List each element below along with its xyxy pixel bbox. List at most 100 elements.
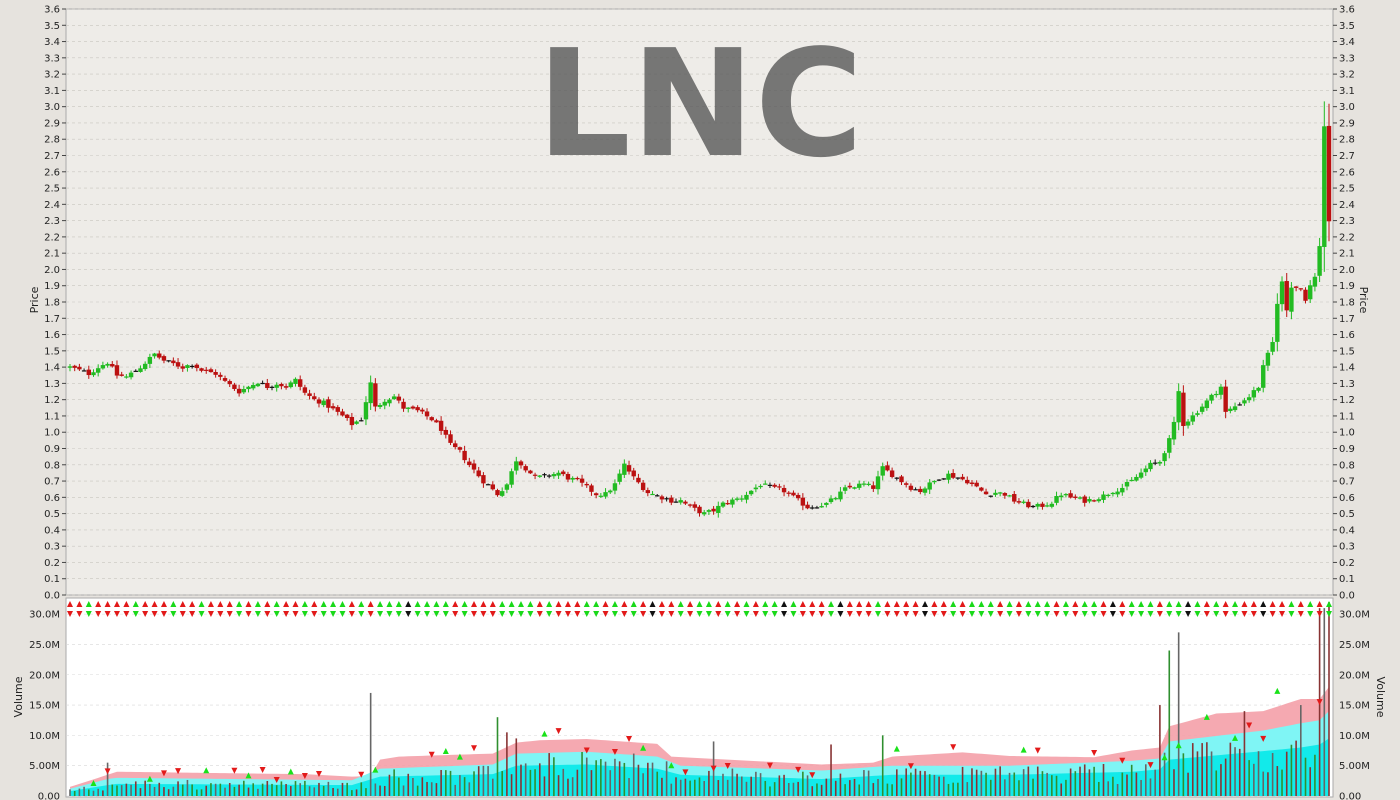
candle-body (1143, 468, 1148, 473)
signal-arrow-up (1156, 601, 1163, 607)
price-tick-label: 1.7 (44, 314, 60, 325)
signal-arrow-down (771, 611, 778, 617)
candle-body (1124, 482, 1130, 487)
price-tick-label: 0.6 (1339, 493, 1355, 504)
signal-arrow-down (687, 611, 694, 617)
candle-body (391, 396, 397, 400)
candle-body (678, 500, 683, 503)
volume-marker (555, 728, 562, 735)
price-tick-label: 0.8 (44, 460, 60, 471)
volume-tick-label: 10.0M (29, 731, 60, 742)
volume-marker (583, 747, 590, 754)
signal-arrow-up (198, 601, 205, 607)
signal-arrow-up (358, 601, 365, 607)
candle-body (810, 507, 815, 509)
candle-body (1068, 493, 1073, 498)
signal-arrow-down (640, 611, 647, 617)
candle-body (434, 420, 439, 423)
candle-body (880, 466, 885, 476)
candle-body (758, 485, 763, 488)
signal-arrow-down (405, 611, 412, 617)
candle-body (791, 492, 796, 496)
candle-body (133, 370, 138, 372)
candle-body (1298, 288, 1304, 290)
candle-body (457, 447, 463, 450)
candle-body (1007, 495, 1012, 497)
price-tick-label: 1.5 (1339, 346, 1355, 357)
signal-arrow-up (884, 601, 891, 607)
signal-arrow-up (104, 601, 111, 607)
signal-arrow-down (424, 611, 431, 617)
price-tick-label: 1.4 (44, 363, 60, 374)
candle-body (889, 470, 895, 477)
signal-arrow-down (95, 611, 102, 617)
signal-arrow-up (85, 601, 92, 607)
candle-body (1279, 281, 1285, 305)
signal-arrow-down (1250, 611, 1257, 617)
signal-arrow-up (245, 601, 252, 607)
price-tick-label: 2.8 (1339, 135, 1355, 146)
signal-arrow-down (546, 611, 553, 617)
candle-body (330, 406, 336, 409)
price-tick-label: 3.2 (1339, 70, 1355, 81)
candle-body (589, 485, 594, 492)
signal-arrow-down (668, 611, 675, 617)
candle-body (514, 461, 519, 471)
volume-marker (1232, 734, 1239, 741)
signal-arrow-up (555, 601, 562, 607)
price-tick-label: 3.4 (1339, 37, 1355, 48)
price-tick-label: 0.5 (44, 509, 60, 520)
signal-arrow-up (1326, 601, 1332, 607)
signal-arrow-up (799, 601, 806, 607)
signal-arrow-down (207, 611, 214, 617)
signal-arrow-down (583, 611, 590, 617)
volume-tick-label: 0.00 (38, 792, 60, 800)
signal-arrow-down (499, 611, 506, 617)
candle-body (359, 420, 364, 422)
price-tick-label: 3.5 (44, 21, 60, 32)
signal-arrow-down (1119, 611, 1126, 617)
candle-body (1063, 494, 1069, 496)
signal-arrow-up (734, 601, 741, 607)
signal-arrow-up (461, 601, 468, 607)
volume-marker (1246, 722, 1253, 729)
signal-arrow-down (414, 611, 421, 617)
candle-body (781, 487, 787, 493)
signal-arrow-up (311, 601, 318, 607)
volume-marker (907, 763, 914, 770)
candle-body (664, 498, 669, 500)
candle-body (138, 368, 143, 372)
candle-body (753, 487, 759, 490)
volume-marker (611, 748, 618, 755)
volume-marker (668, 762, 675, 769)
candle-body (283, 386, 289, 388)
candle-body (1167, 438, 1172, 453)
candle-body (965, 479, 970, 484)
candle-body (1106, 494, 1111, 497)
price-tick-label: 1.1 (1339, 411, 1355, 422)
signal-arrow-down (236, 611, 243, 617)
signal-arrow-up (875, 601, 882, 607)
candle-body (711, 508, 716, 512)
candle-body (1035, 503, 1040, 507)
signal-arrow-up (236, 601, 243, 607)
signal-arrow-up (207, 601, 214, 607)
candle-body (523, 466, 528, 471)
price-tick-label: 0.4 (44, 525, 60, 536)
volume-marker (795, 766, 802, 773)
signal-arrow-up (1025, 601, 1032, 607)
signal-arrow-up (583, 601, 590, 607)
price-tick-label: 3.3 (1339, 53, 1355, 64)
signal-arrow-up (414, 601, 421, 607)
signal-arrow-down (1194, 611, 1201, 617)
candle-body (363, 402, 369, 420)
signal-arrow-down (104, 611, 111, 617)
signal-arrow-down (123, 611, 130, 617)
candle-body (1012, 494, 1017, 502)
candle-body (1256, 387, 1261, 391)
signal-arrow-up (499, 601, 506, 607)
candle-body (800, 497, 806, 506)
candle-body (988, 495, 993, 497)
signal-arrow-up (95, 601, 102, 607)
signal-arrow-down (320, 611, 327, 617)
